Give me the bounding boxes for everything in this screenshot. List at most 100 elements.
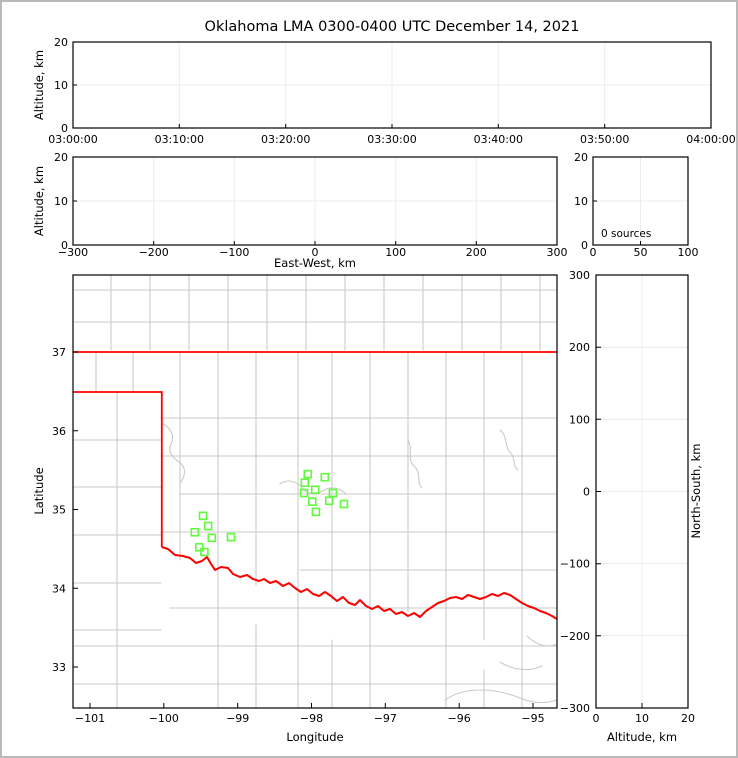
station-marker xyxy=(311,507,321,517)
histogram-ticks xyxy=(592,156,689,246)
xtick: −200 xyxy=(139,246,169,259)
xtick: −100 xyxy=(219,246,249,259)
station-marker xyxy=(198,511,208,521)
county-boundary-rivers xyxy=(162,423,557,703)
xtick: −98 xyxy=(300,712,323,725)
histogram-y-ticklabels: 20 10 0 xyxy=(574,151,588,252)
map-ticks xyxy=(73,351,534,708)
xtick: −97 xyxy=(374,712,397,725)
station-marker xyxy=(195,542,204,552)
xtick: −95 xyxy=(521,712,544,725)
xtick: −96 xyxy=(448,712,471,725)
ew-height-ticks xyxy=(72,156,558,246)
time-height-ylabel: Altitude, km xyxy=(32,50,46,120)
time-height-ticks xyxy=(72,41,712,129)
ytick: 20 xyxy=(54,151,68,164)
ytick: 300 xyxy=(569,269,590,282)
ytick: 10 xyxy=(574,195,588,208)
panel-histogram: 20 10 0 0 50 100 0 sources xyxy=(574,151,699,259)
ew-height-grid xyxy=(73,157,557,245)
panel-map: 37 36 35 34 33 −101 −100 −99 −98 −97 −96… xyxy=(32,274,558,744)
source-count-annotation: 0 sources xyxy=(601,228,651,240)
ytick: −100 xyxy=(560,558,590,571)
xtick: 0 xyxy=(593,712,600,725)
ytick: 10 xyxy=(54,195,68,208)
ytick: −200 xyxy=(560,630,590,643)
ytick: 35 xyxy=(52,504,66,517)
station-marker xyxy=(200,547,209,557)
figure-title: Oklahoma LMA 0300-0400 UTC December 14, … xyxy=(205,19,580,35)
station-marker xyxy=(226,532,236,542)
time-height-y-ticklabels: 20 10 0 xyxy=(54,36,68,135)
station-marker xyxy=(303,469,313,479)
ytick: 37 xyxy=(52,346,66,359)
xtick: 200 xyxy=(466,246,487,259)
map-y-ticklabels: 37 36 35 34 33 xyxy=(52,346,66,674)
time-height-x-ticklabels: 03:00:00 03:10:00 03:20:00 03:30:00 03:4… xyxy=(48,133,735,146)
station-marker xyxy=(207,533,217,543)
panel-ns-height: 300 200 100 0 −100 −200 −300 0 10 20 Alt… xyxy=(560,269,703,744)
ytick: 100 xyxy=(569,413,590,426)
xtick: 100 xyxy=(678,246,699,259)
xtick: 300 xyxy=(547,246,568,259)
time-height-grid xyxy=(73,42,711,128)
ytick: 20 xyxy=(574,151,588,164)
ytick: −300 xyxy=(560,702,590,715)
ytick: 34 xyxy=(52,582,66,595)
station-marker xyxy=(190,527,200,537)
station-marker xyxy=(300,478,310,488)
ew-height-ylabel: Altitude, km xyxy=(32,166,46,236)
station-marker xyxy=(328,488,338,498)
ytick: 0 xyxy=(61,239,68,252)
ew-height-y-ticklabels: 20 10 0 xyxy=(54,151,68,252)
ns-height-y-ticklabels: 300 200 100 0 −100 −200 −300 xyxy=(560,269,590,715)
xtick: −300 xyxy=(58,246,88,259)
station-marker xyxy=(203,521,213,531)
ns-height-ticks xyxy=(595,274,689,709)
station-marker xyxy=(307,497,317,506)
xtick: 03:30:00 xyxy=(367,133,416,146)
map-xlabel: Longitude xyxy=(286,730,343,744)
station-marker xyxy=(324,496,334,506)
ytick: 0 xyxy=(581,239,588,252)
map-ylabel: Latitude xyxy=(32,467,46,514)
ns-height-x-ticklabels: 0 10 20 xyxy=(593,712,696,725)
ew-height-x-ticklabels: −300 −200 −100 0 100 200 300 xyxy=(58,246,568,259)
xtick: −101 xyxy=(75,712,105,725)
xtick: 100 xyxy=(385,246,406,259)
state-border-panhandle xyxy=(73,391,163,547)
histogram-x-ticklabels: 0 50 100 xyxy=(590,246,699,259)
xtick: −100 xyxy=(149,712,179,725)
red-river-border xyxy=(161,546,557,620)
station-marker xyxy=(339,499,349,509)
station-marker xyxy=(310,485,320,495)
ytick: 200 xyxy=(569,341,590,354)
panel-time-height: 20 10 0 03:00:00 03:10:00 03:20:00 03:30… xyxy=(32,36,736,146)
xtick: 10 xyxy=(635,712,649,725)
ytick: 20 xyxy=(54,36,68,49)
lma-station-markers xyxy=(190,469,349,557)
county-boundaries xyxy=(73,275,557,708)
xtick: 03:50:00 xyxy=(580,133,629,146)
xtick: 20 xyxy=(681,712,695,725)
map-x-ticklabels: −101 −100 −99 −98 −97 −96 −95 xyxy=(75,712,545,725)
station-marker xyxy=(299,488,309,498)
ytick: 0 xyxy=(61,122,68,135)
ytick: 10 xyxy=(54,79,68,92)
ytick: 36 xyxy=(52,425,66,438)
xtick: 50 xyxy=(634,246,648,259)
station-marker xyxy=(320,472,330,482)
ew-height-xlabel: East-West, km xyxy=(274,256,356,270)
xtick: 0 xyxy=(590,246,597,259)
xtick: 03:10:00 xyxy=(155,133,204,146)
xtick: 03:00:00 xyxy=(48,133,97,146)
xtick: 04:00:00 xyxy=(686,133,735,146)
xtick: 0 xyxy=(312,246,319,259)
xtick: −99 xyxy=(226,712,249,725)
ytick: 33 xyxy=(52,661,66,674)
xtick: 03:20:00 xyxy=(261,133,310,146)
ns-height-ylabel: North-South, km xyxy=(689,444,703,539)
map-plot-area[interactable] xyxy=(72,274,558,709)
